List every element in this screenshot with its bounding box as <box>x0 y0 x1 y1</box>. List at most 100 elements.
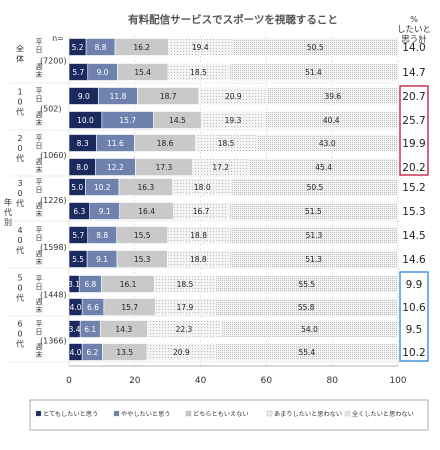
day-label: 週末 <box>36 62 43 79</box>
bar-value-label: 15.4 <box>134 68 151 77</box>
bar-segment <box>231 178 399 196</box>
bar-value-label: 18.7 <box>160 92 177 101</box>
bar-value-label: 17.2 <box>212 163 229 172</box>
bar-value-label: 19.4 <box>192 43 209 52</box>
group-label: 全体 <box>16 44 24 64</box>
legend-frame <box>29 399 429 431</box>
bar-value-label: 17.3 <box>156 163 173 172</box>
total-header-line: したいと <box>397 25 431 35</box>
bar-value-label: 5.5 <box>72 255 84 264</box>
row-total: 10.2 <box>402 347 425 359</box>
bar-value-label: 10.0 <box>77 116 94 125</box>
bar-value-label: 9.1 <box>96 255 108 264</box>
highlight-box <box>399 85 429 176</box>
row-total: 14.7 <box>402 67 425 79</box>
row-total: 9.5 <box>406 324 423 336</box>
n-label: n= <box>52 34 64 43</box>
bar-value-label: 40.4 <box>323 116 340 125</box>
bar-value-label: 6.1 <box>84 325 96 334</box>
bar-segment <box>264 111 398 129</box>
x-tick-label: 0 <box>66 376 72 386</box>
bar-value-label: 3.1 <box>68 280 80 289</box>
bar-value-label: 16.1 <box>120 280 137 289</box>
day-label: 平日 <box>36 226 43 242</box>
legend: とてもしたいと思う ややしたいと思う どちらともいえない あまりしたいと思わない 全くし… <box>35 410 414 418</box>
legend-swatch <box>35 410 42 417</box>
x-tick-label: 60 <box>261 376 273 386</box>
bar-value-label: 4.0 <box>70 303 82 312</box>
bar-value-label: 16.2 <box>133 43 150 52</box>
bar-value-label: 11.8 <box>110 92 127 101</box>
total-header-line: % <box>410 15 418 24</box>
group-n: (1060) <box>40 151 67 160</box>
day-label: 週末 <box>36 201 43 218</box>
bar-value-label: 51.3 <box>306 231 323 240</box>
bar-value-label: 20.9 <box>173 348 190 357</box>
bar-value-label: 51.5 <box>305 207 322 216</box>
legend-swatch <box>344 410 351 417</box>
x-tick-label: 80 <box>326 376 338 386</box>
bar-segment <box>220 320 399 338</box>
chart-gridlines <box>68 36 399 366</box>
bar-segment <box>215 343 399 361</box>
bar-segment <box>228 63 399 81</box>
row-total: 20.2 <box>402 162 425 174</box>
day-label: 平日 <box>36 320 43 336</box>
bar-value-label: 6.2 <box>86 348 98 357</box>
x-tick-label: 40 <box>195 376 207 386</box>
bar-value-label: 5.0 <box>71 183 83 192</box>
x-tick-label: 20 <box>129 376 141 386</box>
bar-value-label: 8.0 <box>76 163 88 172</box>
bar-segment <box>267 87 399 105</box>
bar-value-label: 8.3 <box>77 139 89 148</box>
legend-label: 全くしたいと思わない <box>352 410 414 418</box>
bar-value-label: 17.9 <box>177 303 194 312</box>
bar-value-label: 6.3 <box>73 207 85 216</box>
bar-value-label: 6.6 <box>87 303 99 312</box>
row-total: 25.7 <box>402 115 425 127</box>
chart-title: 有料配信サービスでスポーツを視聴すること <box>128 13 338 26</box>
bar-value-label: 9.0 <box>97 68 109 77</box>
bar-value-label: 16.7 <box>193 207 210 216</box>
bar-value-label: 15.7 <box>121 303 138 312</box>
bar-value-label: 18.6 <box>157 139 174 148</box>
row-total: 15.3 <box>402 206 425 218</box>
side-label: 年代別 <box>4 197 12 227</box>
bar-segment <box>248 158 399 176</box>
bar-value-label: 43.0 <box>319 139 336 148</box>
bar-value-label: 39.6 <box>325 92 342 101</box>
bar-value-label: 20.9 <box>225 92 242 101</box>
bar-segment <box>214 298 399 316</box>
row-total: 9.9 <box>406 279 423 291</box>
bar-value-label: 9.1 <box>99 207 111 216</box>
bar-value-label: 10.2 <box>94 183 111 192</box>
x-tick-label: 100 <box>389 376 406 386</box>
bar-value-label: 13.5 <box>116 348 133 357</box>
bar-value-label: 55.4 <box>299 348 316 357</box>
row-total: 14.0 <box>402 42 425 54</box>
bar-value-label: 15.5 <box>134 231 151 240</box>
bar-value-label: 8.8 <box>96 231 108 240</box>
bar-value-label: 18.5 <box>177 280 194 289</box>
bar-value-label: 18.8 <box>190 231 207 240</box>
bar-value-label: 18.8 <box>190 255 207 264</box>
bar-segment <box>228 202 399 220</box>
bar-value-label: 11.6 <box>107 139 124 148</box>
bar-value-label: 16.4 <box>138 207 155 216</box>
day-label: 平日 <box>36 134 43 150</box>
bar-segment <box>231 38 399 56</box>
bar-value-label: 51.3 <box>305 255 322 264</box>
legend-label: あまりしたいと思わない <box>274 411 342 418</box>
legend-swatch <box>185 410 192 417</box>
day-label: 週末 <box>36 342 43 359</box>
day-label: 平日 <box>36 87 43 103</box>
legend-label: どちらともいえない <box>193 410 249 418</box>
legend-swatch <box>266 410 273 417</box>
